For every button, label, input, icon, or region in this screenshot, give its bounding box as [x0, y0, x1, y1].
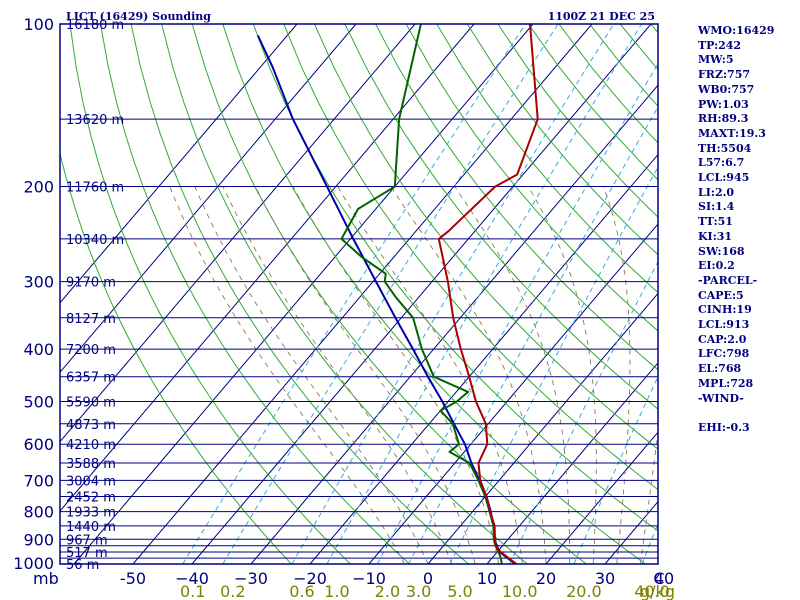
index-line: LFC:798	[698, 347, 750, 361]
pressure-label: 900	[23, 530, 54, 549]
index-line: LCL:945	[698, 171, 750, 185]
pressure-unit-label: mb	[33, 569, 59, 588]
height-label: 7200 m	[66, 343, 116, 358]
height-label: 517 m	[66, 546, 108, 561]
index-line: MW:5	[698, 53, 734, 67]
height-label: 1933 m	[66, 506, 116, 521]
index-line: WMO:16429	[698, 24, 775, 37]
index-line: RH:89.3	[698, 112, 749, 126]
index-line: CAPE:5	[698, 288, 744, 302]
index-line: SW:168	[698, 244, 745, 258]
temperature-label: 0	[423, 569, 433, 588]
height-label: 56 m	[66, 558, 99, 573]
height-label: 16180 m	[66, 18, 124, 33]
temperature-label: 40	[654, 569, 674, 588]
mixing-ratio-label: 1.0	[324, 582, 349, 600]
height-label: 13620 m	[66, 113, 124, 128]
pressure-label: 200	[23, 178, 54, 197]
index-line: PW:1.03	[698, 97, 749, 111]
mixing-ratio-label: 10.0	[502, 582, 538, 600]
index-line: MAXT:19.3	[698, 126, 766, 140]
temperature-label: 30	[595, 569, 615, 588]
height-label: 4873 m	[66, 418, 116, 433]
index-line: LCL:913	[698, 318, 750, 332]
temperature-label: −40	[175, 569, 209, 588]
pressure-label: 1000	[13, 554, 54, 573]
index-line: L57:6.7	[698, 156, 745, 170]
height-label: 3588 m	[66, 457, 116, 472]
temperature-label: −10	[352, 569, 386, 588]
mixing-ratio-label: 0.2	[220, 582, 245, 600]
index-line: EHI:-0.3	[698, 420, 750, 434]
sounding-profiles	[256, 24, 539, 564]
pressure-label: 600	[23, 435, 54, 454]
height-label: 2452 m	[66, 491, 116, 506]
temperature-label: −20	[293, 569, 327, 588]
mixing-ratio-label: 20.0	[566, 582, 602, 600]
index-line: LI:2.0	[698, 185, 735, 199]
height-label: 967 m	[66, 533, 108, 548]
moist-adiabat-line	[292, 186, 500, 564]
index-line: TT:51	[698, 215, 733, 229]
height-label: 10340 m	[66, 233, 124, 248]
height-label: 11760 m	[66, 181, 124, 196]
mixing-ratio-label: 2.0	[375, 582, 400, 600]
pressure-label: 700	[23, 471, 54, 490]
index-line: -WIND-	[698, 391, 744, 405]
mixing-ratio-unit-label: g/kg	[640, 582, 675, 600]
pressure-label: 500	[23, 392, 54, 411]
temperature-label: 20	[536, 569, 556, 588]
mixing-ratio-label: 5.0	[447, 582, 472, 600]
index-line: SI:1.4	[698, 200, 735, 214]
height-label: 8127 m	[66, 312, 116, 327]
index-line: CINH:19	[698, 303, 752, 317]
index-line: EI:0.2	[698, 259, 735, 273]
index-line: MPL:728	[698, 376, 754, 390]
temperature-label: 10	[477, 569, 497, 588]
index-line: EL:768	[698, 362, 742, 376]
mixing-ratio-label: 40.0	[634, 582, 670, 600]
index-line: KI:31	[698, 229, 733, 243]
chart-title: LICT (16429) Sounding	[66, 10, 211, 23]
plot-frame	[59, 23, 659, 565]
temperature-label: −30	[234, 569, 268, 588]
height-label: 9170 m	[66, 276, 116, 291]
dewpoint-profile-line	[340, 24, 503, 564]
index-line	[698, 406, 798, 421]
chart-grid	[60, 24, 658, 564]
temperature-profile-line	[437, 24, 539, 564]
temperature-label: -50	[120, 569, 146, 588]
index-line: CAP:2.0	[698, 332, 747, 346]
pressure-label: 300	[23, 273, 54, 292]
sounding-indices: WMO:16429 TP:242 MW:5 FRZ:757 WB0:757 PW:1.03…	[698, 24, 798, 436]
index-line: FRZ:757	[698, 68, 751, 82]
pressure-label: 400	[23, 340, 54, 359]
pressure-label: 100	[23, 15, 54, 34]
index-line: WB0:757	[698, 82, 755, 96]
moist-adiabat-line	[527, 186, 597, 564]
mixing-ratio-label: 0.1	[180, 582, 205, 600]
height-label: 5590 m	[66, 395, 116, 410]
index-line: TH:5504	[698, 141, 752, 155]
mixing-ratio-label: 3.0	[406, 582, 431, 600]
height-label: 3004 m	[66, 474, 116, 489]
chart-timestamp: 1100Z 21 DEC 25	[548, 10, 655, 23]
height-label: 4210 m	[66, 438, 116, 453]
height-label: 1440 m	[66, 520, 116, 535]
height-label: 6357 m	[66, 371, 116, 386]
index-line: TP:242	[698, 38, 742, 52]
temperature-unit-label: C	[653, 569, 664, 588]
index-line: -PARCEL-	[698, 273, 758, 287]
mixing-ratio-label: 0.6	[289, 582, 314, 600]
pressure-label: 800	[23, 503, 54, 522]
